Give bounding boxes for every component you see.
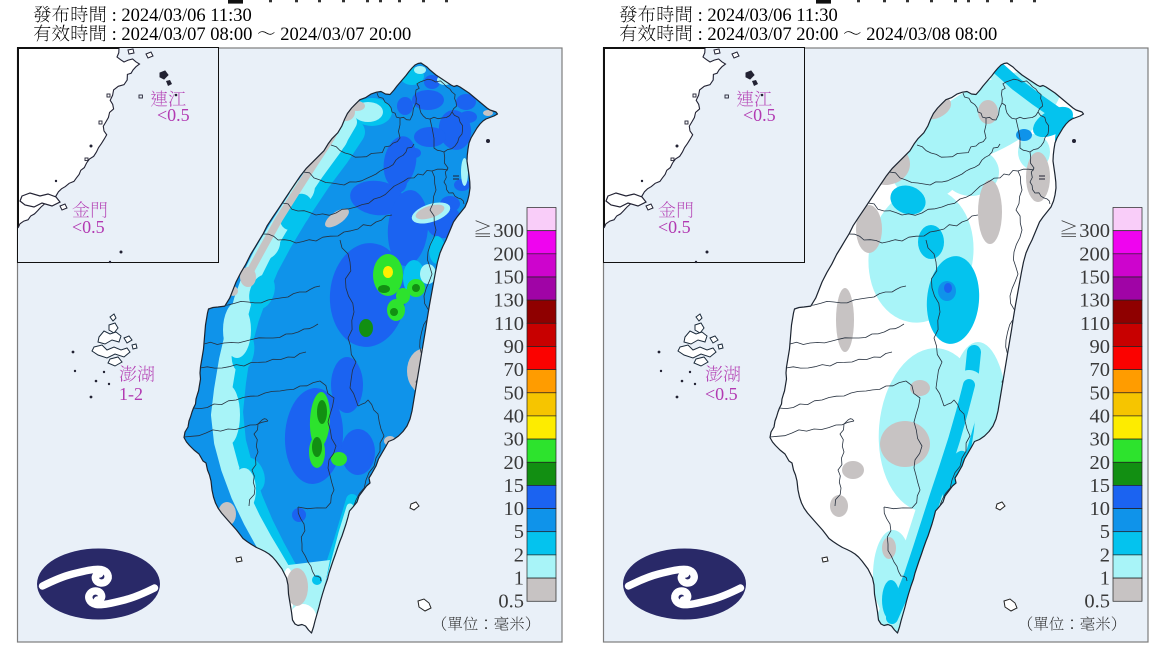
svg-text:: 2024/03/06 11:30: : 2024/03/06 11:30 <box>693 6 838 26</box>
svg-text:200: 200 <box>493 243 524 265</box>
svg-text:10: 10 <box>504 498 525 520</box>
svg-text:40: 40 <box>504 405 525 427</box>
svg-text:0.5: 0.5 <box>1084 591 1110 613</box>
svg-text:1: 1 <box>1100 568 1110 590</box>
svg-text:50: 50 <box>504 382 525 404</box>
svg-text:20: 20 <box>1090 452 1111 474</box>
svg-text:<0.5: <0.5 <box>743 105 776 125</box>
svg-text:5: 5 <box>514 521 524 543</box>
svg-text:300: 300 <box>493 220 524 242</box>
svg-text:<0.5: <0.5 <box>705 384 738 404</box>
svg-text:: 2024/03/07 08:00: : 2024/03/07 08:00 <box>107 25 257 45</box>
svg-text:70: 70 <box>504 359 525 381</box>
svg-text:1: 1 <box>514 568 524 590</box>
svg-text:20: 20 <box>504 452 525 474</box>
svg-text:5: 5 <box>1100 521 1110 543</box>
svg-text:110: 110 <box>494 313 524 335</box>
svg-text:<0.5: <0.5 <box>658 217 691 237</box>
svg-text:15: 15 <box>1090 475 1111 497</box>
svg-text:: 2024/03/07 20:00: : 2024/03/07 20:00 <box>693 25 843 45</box>
svg-text:1-2: 1-2 <box>119 384 143 404</box>
svg-text:130: 130 <box>493 290 524 312</box>
svg-text:<0.5: <0.5 <box>72 217 105 237</box>
svg-text:15: 15 <box>504 475 525 497</box>
svg-text:10: 10 <box>1090 498 1111 520</box>
svg-text:: 2024/03/06 11:30: : 2024/03/06 11:30 <box>107 6 252 26</box>
svg-text:2: 2 <box>1100 544 1110 566</box>
svg-text:70: 70 <box>1090 359 1111 381</box>
svg-text:0.5: 0.5 <box>498 591 524 613</box>
svg-text:30: 30 <box>504 429 525 451</box>
svg-text:<0.5: <0.5 <box>157 105 190 125</box>
svg-text:200: 200 <box>1079 243 1110 265</box>
svg-text:130: 130 <box>1079 290 1110 312</box>
svg-text:150: 150 <box>493 267 524 289</box>
svg-text:50: 50 <box>1090 382 1111 404</box>
svg-text:150: 150 <box>1079 267 1110 289</box>
svg-text:30: 30 <box>1090 429 1111 451</box>
svg-text:2: 2 <box>514 544 524 566</box>
svg-text:90: 90 <box>504 336 525 358</box>
svg-text:2024/03/07 20:00: 2024/03/07 20:00 <box>276 25 412 45</box>
svg-text:300: 300 <box>1079 220 1110 242</box>
svg-text:2024/03/08 08:00: 2024/03/08 08:00 <box>862 25 998 45</box>
svg-text:40: 40 <box>1090 405 1111 427</box>
svg-text:90: 90 <box>1090 336 1111 358</box>
svg-text:110: 110 <box>1080 313 1110 335</box>
